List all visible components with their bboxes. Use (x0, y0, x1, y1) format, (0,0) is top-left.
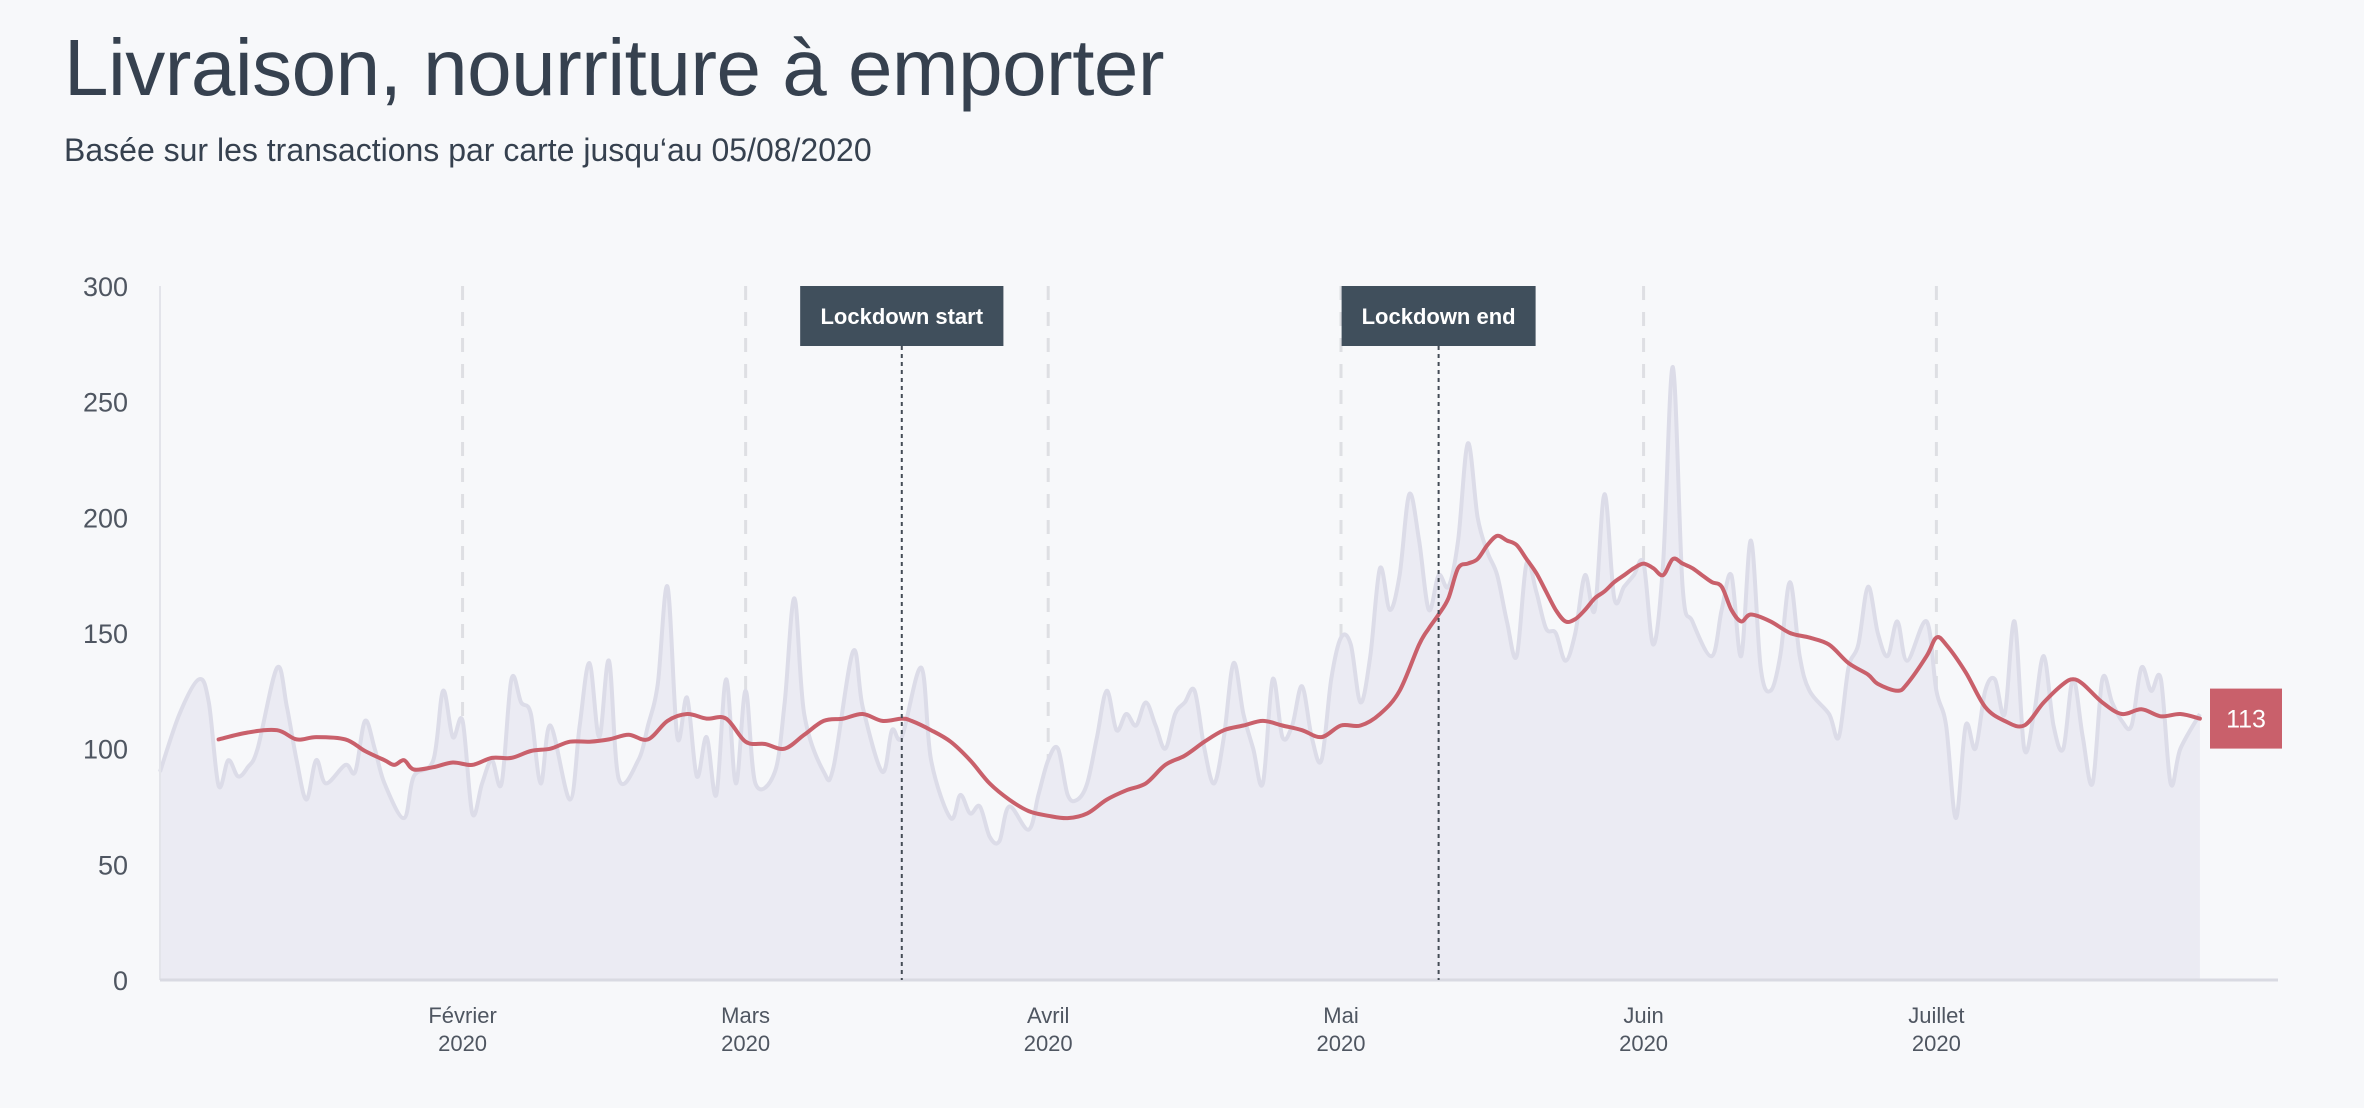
x-tick-year-label: 2020 (721, 1031, 770, 1056)
daily-area (160, 366, 2200, 981)
chart-title: Livraison, nourriture à emporter (64, 23, 1165, 112)
y-tick-label: 100 (83, 735, 128, 765)
annotation-box (800, 286, 1004, 346)
chart-subtitle: Basée sur les transactions par carte jus… (64, 132, 872, 168)
x-tick-year-label: 2020 (1912, 1031, 1961, 1056)
y-tick-label: 250 (83, 388, 128, 418)
axes-layer: Février 2020 Mars 2020 Avril 2020 Mai 2020 Juin 2… (83, 272, 2278, 1056)
annotations-layer: Lockdown start Lockdown end 113 (800, 286, 2282, 980)
y-tick-label: 150 (83, 619, 128, 649)
y-tick-label: 0 (113, 966, 128, 996)
x-tick-year-label: 2020 (438, 1031, 487, 1056)
x-tick-month-label: Mai (1323, 1003, 1358, 1028)
x-tick-month-label: Juillet (1908, 1003, 1964, 1028)
annotation-label: Lockdown start (820, 304, 983, 329)
x-tick-year-label: 2020 (1024, 1031, 1073, 1056)
x-tick-year-label: 2020 (1317, 1031, 1366, 1056)
annotation-label: Lockdown end (1362, 304, 1516, 329)
x-tick-month-label: Avril (1027, 1003, 1069, 1028)
last-value-label: 113 (2226, 706, 2266, 734)
last-value-badge (2210, 688, 2282, 749)
annotation-box (1341, 286, 1536, 346)
smoothed-series-line (216, 533, 2202, 821)
x-tick-year-label: 2020 (1619, 1031, 1668, 1056)
lines-layer (158, 364, 2202, 846)
x-tick-month-label: Mars (721, 1003, 770, 1028)
x-tick-month-label: Février (428, 1003, 496, 1028)
y-tick-label: 200 (83, 503, 128, 533)
area-layer (160, 366, 2200, 981)
daily-series-line (158, 364, 2202, 846)
x-tick-month-label: Juin (1623, 1003, 1663, 1028)
y-tick-label: 50 (98, 850, 128, 880)
y-tick-label: 300 (83, 272, 128, 302)
